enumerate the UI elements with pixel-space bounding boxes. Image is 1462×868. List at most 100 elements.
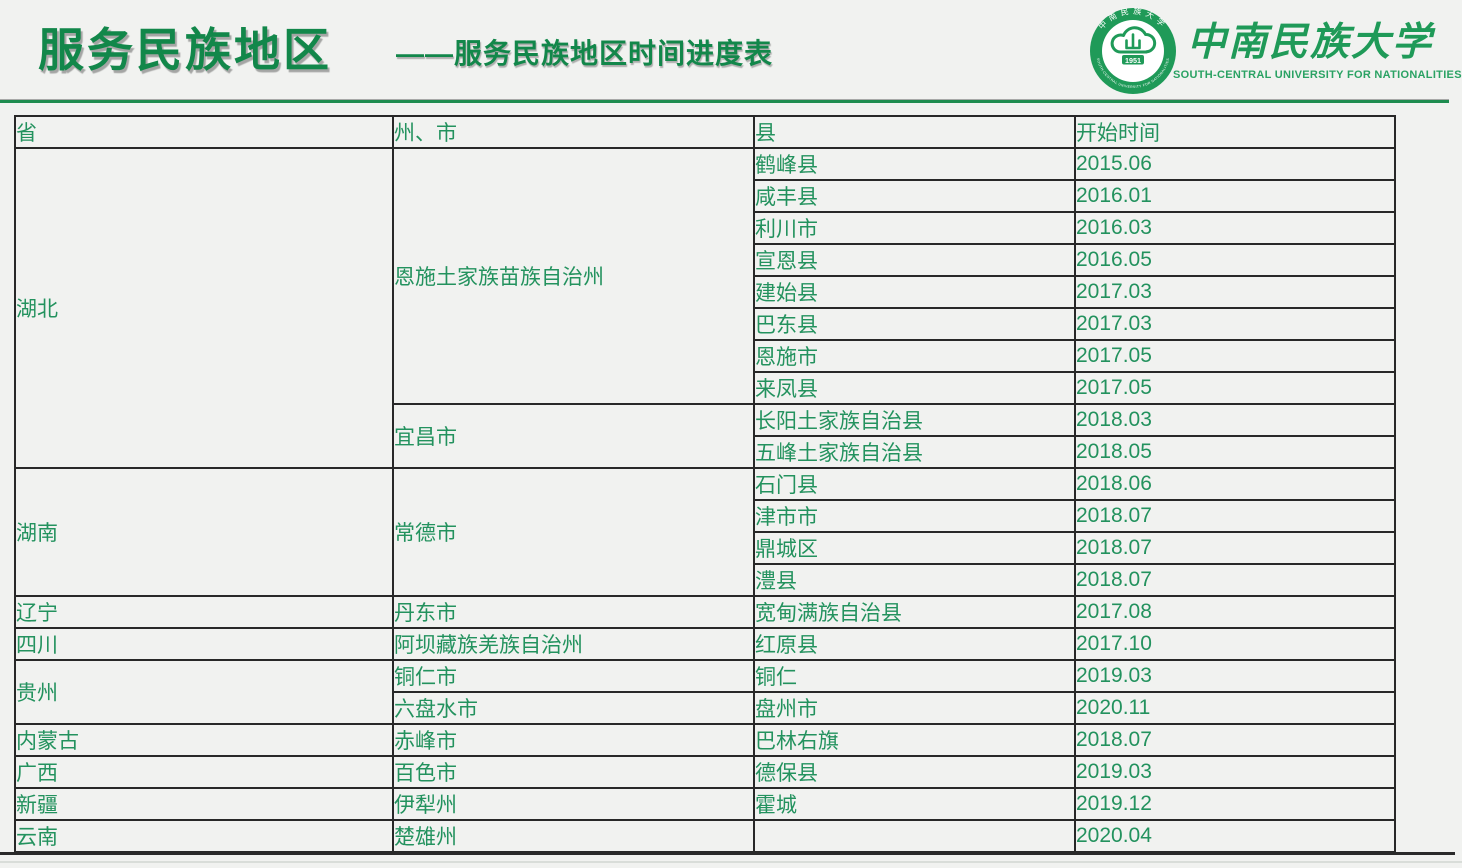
cell-start-time: 2016.03: [1074, 211, 1396, 245]
cell-start-time: 2017.10: [1074, 627, 1396, 661]
table-row: 宜昌市 长阳土家族自治县 2018.03: [15, 403, 1396, 469]
cell-county: 长阳土家族自治县: [753, 403, 1076, 437]
cell-county: 津市市: [753, 499, 1076, 533]
progress-table: 省 州、市 县 开始时间 湖北 恩施土家族苗族自治州 鹤峰县 2015.06 咸…: [14, 115, 1396, 853]
col-header-prefecture: 州、市: [392, 115, 755, 149]
cell-province: 辽宁: [14, 595, 394, 629]
cell-province: 贵州: [14, 659, 394, 725]
cell-start-time: 2018.07: [1074, 723, 1396, 757]
table-row: 巴东县 2017.03: [15, 307, 1396, 341]
cell-province: 四川: [14, 627, 394, 661]
header-divider-line: [0, 100, 1449, 103]
cell-county: 德保县: [753, 755, 1076, 789]
table-row: 贵州 铜仁市 铜仁 2019.03: [14, 659, 1396, 725]
cell-county: 石门县: [753, 467, 1076, 501]
cell-county: 宣恩县: [753, 243, 1076, 277]
cell-start-time: 2018.07: [1074, 563, 1396, 597]
table-row: 云南 楚雄州 2020.04: [14, 819, 1396, 853]
table-row: 鼎城区 2018.07: [15, 531, 1396, 565]
cell-county: 建始县: [753, 275, 1076, 309]
cell-county: 来凤县: [753, 371, 1076, 405]
cell-county: 巴林右旗: [753, 723, 1076, 757]
col-header-province: 省: [14, 115, 394, 149]
cell-start-time: 2017.03: [1074, 275, 1396, 309]
table-row: 宣恩县 2016.05: [15, 243, 1396, 277]
bottom-light-line: [0, 861, 1462, 863]
title-bar: 服务民族地区 ——服务民族地区时间进度表: [38, 24, 774, 76]
cell-county: 利川市: [753, 211, 1076, 245]
cell-province: 广西: [14, 755, 394, 789]
table-row: 湖北 恩施土家族苗族自治州 鹤峰县 2015.06: [14, 147, 1396, 469]
bottom-dark-line: [0, 852, 1455, 855]
page-subtitle: ——服务民族地区时间进度表: [396, 38, 774, 70]
cell-county: 宽甸满族自治县: [753, 595, 1076, 629]
table-row: 内蒙古 赤峰市 巴林右旗 2018.07: [14, 723, 1396, 757]
page-title: 服务民族地区: [38, 24, 332, 76]
cell-county: [753, 819, 1076, 853]
cell-province: 云南: [14, 819, 394, 853]
cell-province: 湖北: [14, 147, 394, 469]
cell-province: 新疆: [14, 787, 394, 821]
table-row: 利川市 2016.03: [15, 211, 1396, 245]
cell-prefecture: 常德市: [392, 467, 755, 597]
table-row: 津市市 2018.07: [15, 499, 1396, 533]
cell-start-time: 2019.03: [1074, 659, 1396, 693]
cell-province: 内蒙古: [14, 723, 394, 757]
cell-county: 巴东县: [753, 307, 1076, 341]
cell-start-time: 2019.12: [1074, 787, 1396, 821]
cell-start-time: 2017.05: [1074, 371, 1396, 405]
cell-prefecture: 恩施土家族苗族自治州: [392, 147, 755, 405]
table-row: 澧县 2018.07: [15, 563, 1396, 597]
cell-start-time: 2016.05: [1074, 243, 1396, 277]
cell-prefecture: 阿坝藏族羌族自治州: [392, 627, 755, 661]
table-row: 广西 百色市 德保县 2019.03: [14, 755, 1396, 789]
cell-start-time: 2018.05: [1074, 435, 1396, 469]
cell-prefecture: 宜昌市: [392, 403, 755, 469]
cell-prefecture: 伊犁州: [392, 787, 755, 821]
cell-county: 五峰土家族自治县: [753, 435, 1076, 469]
cell-start-time: 2018.07: [1074, 499, 1396, 533]
cell-start-time: 2016.01: [1074, 179, 1396, 213]
col-header-county: 县: [753, 115, 1076, 149]
cell-start-time: 2017.03: [1074, 307, 1396, 341]
cell-start-time: 2017.05: [1074, 339, 1396, 373]
cell-prefecture: 六盘水市: [392, 691, 755, 725]
cell-start-time: 2017.08: [1074, 595, 1396, 629]
cell-prefecture: 楚雄州: [392, 819, 755, 853]
seal-tree-icon: [1110, 26, 1157, 54]
cell-start-time: 2018.07: [1074, 531, 1396, 565]
table-row: 建始县 2017.03: [15, 275, 1396, 309]
table-row: 恩施市 2017.05: [15, 339, 1396, 373]
table-row: 来凤县 2017.05: [15, 371, 1396, 405]
cell-county: 盘州市: [753, 691, 1076, 725]
cell-start-time: 2015.06: [1074, 147, 1396, 181]
table-row: 辽宁 丹东市 宽甸满族自治县 2017.08: [14, 595, 1396, 629]
col-header-start-time: 开始时间: [1074, 115, 1396, 149]
cell-county: 澧县: [753, 563, 1076, 597]
cell-prefecture: 丹东市: [392, 595, 755, 629]
table-row: 咸丰县 2016.01: [15, 179, 1396, 213]
university-name-zh: 中南民族大学: [1187, 19, 1434, 65]
table-row: 五峰土家族自治县 2018.05: [15, 435, 1396, 469]
cell-start-time: 2018.03: [1074, 403, 1396, 437]
cell-prefecture: 铜仁市: [392, 659, 755, 693]
cell-start-time: 2019.03: [1074, 755, 1396, 789]
university-seal-icon: 中南民族大学 SOUTH-CENTRAL UNIVERSITY FOR NATI…: [1090, 7, 1176, 94]
cell-county: 咸丰县: [753, 179, 1076, 213]
cell-county: 红原县: [753, 627, 1076, 661]
cell-prefecture: 百色市: [392, 755, 755, 789]
cell-prefecture: 赤峰市: [392, 723, 755, 757]
seal-year: 1951: [1125, 56, 1141, 65]
table-row: 湖南 常德市 石门县 2018.06: [14, 467, 1396, 597]
table-row: 四川 阿坝藏族羌族自治州 红原县 2017.10: [14, 627, 1396, 661]
cell-start-time: 2018.06: [1074, 467, 1396, 501]
table-row: 新疆 伊犁州 霍城 2019.12: [14, 787, 1396, 821]
cell-start-time: 2020.11: [1074, 691, 1396, 725]
table-row: 六盘水市 盘州市 2020.11: [15, 691, 1396, 725]
cell-county: 鼎城区: [753, 531, 1076, 565]
cell-county: 铜仁: [753, 659, 1076, 693]
table-header-row: 省 州、市 县 开始时间: [14, 115, 1396, 149]
cell-county: 霍城: [753, 787, 1076, 821]
cell-start-time: 2020.04: [1074, 819, 1396, 853]
